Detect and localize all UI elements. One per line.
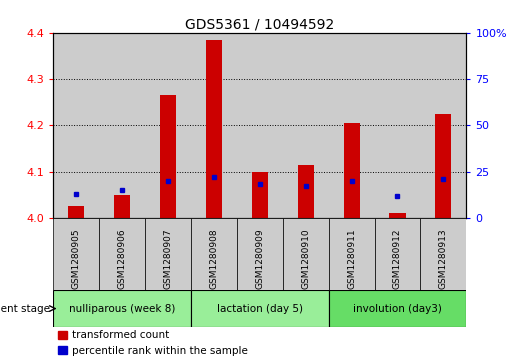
Text: GSM1280910: GSM1280910	[301, 229, 310, 289]
Text: GSM1280911: GSM1280911	[347, 229, 356, 289]
Bar	[420, 33, 466, 218]
Bar	[145, 218, 191, 290]
Bar	[252, 172, 268, 218]
Bar	[436, 114, 452, 218]
Bar	[329, 290, 466, 327]
Text: development stage: development stage	[0, 303, 50, 314]
Text: GSM1280913: GSM1280913	[439, 229, 448, 289]
Legend: transformed count, percentile rank within the sample: transformed count, percentile rank withi…	[58, 330, 248, 356]
Bar	[390, 213, 405, 218]
Bar	[160, 95, 176, 218]
Text: GSM1280907: GSM1280907	[163, 229, 172, 289]
Bar	[329, 218, 375, 290]
Bar	[298, 164, 314, 218]
Bar	[53, 290, 191, 327]
Bar	[53, 33, 99, 218]
Bar	[237, 218, 282, 290]
Text: involution (day3): involution (day3)	[353, 303, 442, 314]
Bar	[343, 123, 359, 218]
Bar	[375, 218, 420, 290]
Bar	[237, 33, 282, 218]
Bar	[206, 40, 222, 218]
Bar	[282, 33, 329, 218]
Bar	[191, 218, 237, 290]
Bar	[420, 218, 466, 290]
Bar	[99, 33, 145, 218]
Text: GSM1280906: GSM1280906	[118, 229, 126, 289]
Bar	[145, 33, 191, 218]
Bar	[68, 206, 84, 218]
Bar	[191, 33, 237, 218]
Bar	[329, 33, 375, 218]
Bar	[99, 218, 145, 290]
Text: GSM1280909: GSM1280909	[255, 229, 264, 289]
Bar	[282, 218, 329, 290]
Text: GSM1280912: GSM1280912	[393, 229, 402, 289]
Text: nulliparous (week 8): nulliparous (week 8)	[69, 303, 175, 314]
Text: GSM1280905: GSM1280905	[72, 229, 81, 289]
Title: GDS5361 / 10494592: GDS5361 / 10494592	[185, 17, 334, 32]
Bar	[375, 33, 420, 218]
Bar	[53, 218, 99, 290]
Bar	[114, 195, 130, 218]
Text: GSM1280908: GSM1280908	[209, 229, 218, 289]
Text: lactation (day 5): lactation (day 5)	[217, 303, 303, 314]
Bar	[191, 290, 329, 327]
